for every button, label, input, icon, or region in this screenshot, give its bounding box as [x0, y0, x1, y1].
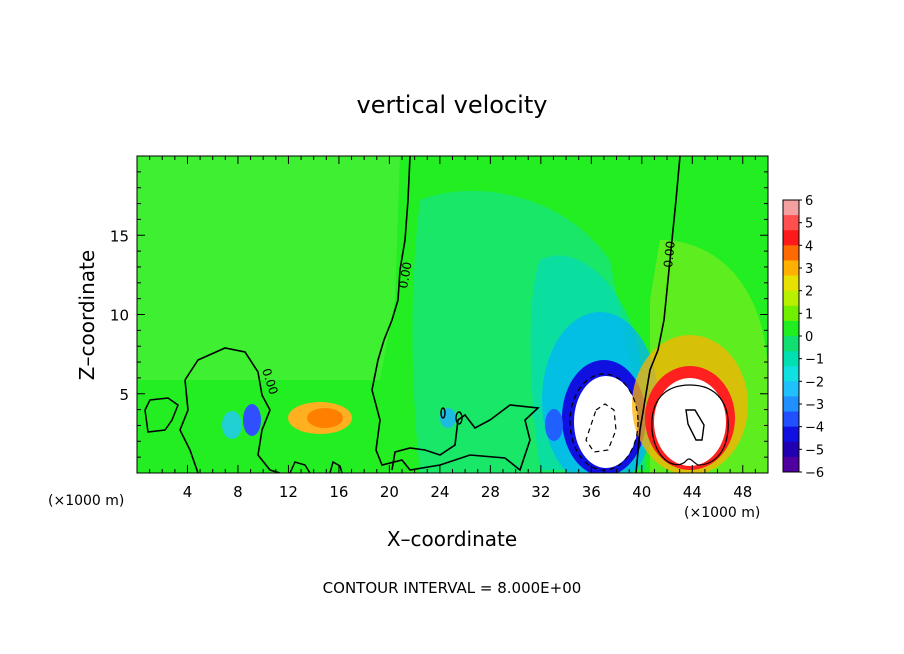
colorbar-tick-label: −5 [805, 443, 824, 458]
negative-contour-inner [585, 403, 617, 453]
colorbar-swatch [783, 245, 799, 261]
x-units-left: (×1000 m) [48, 493, 124, 509]
colorbar-tick-label: −6 [805, 466, 824, 481]
x-tick-label: 16 [329, 483, 348, 501]
colorbar-tick-label: 6 [805, 194, 813, 209]
colorbar-swatch [783, 290, 799, 307]
contour-label-east: 0.00 [661, 240, 678, 268]
zero-contour-closed-3 [329, 460, 343, 473]
zero-contour-line-east [635, 156, 681, 473]
plot-area: 0.00 0.00 0.00 [137, 156, 768, 473]
downdraft-blue-33 [545, 409, 563, 441]
colorbar-swatch [783, 381, 799, 397]
colorbar-swatch [783, 396, 799, 413]
colorbar-swatch [783, 456, 799, 473]
x-tick-label: 44 [683, 483, 702, 501]
x-tick-label: 28 [481, 483, 500, 501]
colorbar-swatch [783, 426, 799, 443]
zero-contour-edge-west [179, 379, 199, 473]
x-tick-label: 48 [733, 483, 752, 501]
colorbar-swatch [783, 336, 799, 352]
x-units-right: (×1000 m) [684, 505, 760, 521]
colorbar-tick-label: 4 [805, 239, 813, 254]
colorbar-swatch [783, 275, 799, 292]
colorbar-swatch [783, 411, 799, 428]
y-tick-label: 15 [110, 227, 129, 245]
colorbar-tick-label: 5 [805, 217, 813, 232]
positive-contour-inner [685, 409, 705, 441]
x-tick-label: 36 [582, 483, 601, 501]
colorbar-swatch [783, 200, 799, 216]
y-axis-ticks: 5 10 15 [110, 171, 768, 458]
zero-contour-closed-4 [440, 407, 446, 419]
x-tick-label: 20 [380, 483, 399, 501]
zero-contour-closed-5 [455, 411, 463, 425]
contour-label-west: 0.00 [396, 261, 414, 290]
x-tick-label: 8 [233, 483, 243, 501]
x-tick-label: 32 [531, 483, 550, 501]
colorbar-tick-label: 2 [805, 285, 813, 300]
colorbar-tick-label: −3 [805, 398, 824, 413]
positive-contour-outer [651, 384, 729, 466]
updraft-white-center [654, 378, 726, 466]
colorbar-tick-label: 1 [805, 307, 813, 322]
y-axis-label: Z–coordinate [75, 250, 99, 380]
colorbar-tick-label: 3 [805, 262, 813, 277]
x-axis-ticks: 4 8 12 16 20 24 28 32 36 40 44 48 [149, 156, 756, 501]
colorbar-swatch [783, 215, 799, 231]
zero-contour-closed-1 [144, 397, 179, 433]
downdraft-blue-9 [243, 404, 261, 436]
x-tick-label: 12 [279, 483, 298, 501]
colorbar-swatch [783, 305, 799, 322]
downdraft-cyan-7 [222, 411, 242, 439]
x-axis-label: X–coordinate [387, 527, 517, 551]
region-light-green-west [137, 156, 400, 380]
colorbar-tick-label: −2 [805, 375, 824, 390]
colorbar-swatch [783, 441, 799, 458]
updraft-orange-16-core [307, 408, 343, 428]
x-tick-label: 40 [632, 483, 651, 501]
colorbar-tick-label: −4 [805, 421, 824, 436]
colorbar [783, 200, 799, 473]
chart-title: vertical velocity [357, 91, 548, 119]
contour-interval-text: CONTOUR INTERVAL = 8.000E+00 [323, 579, 582, 597]
x-tick-label: 4 [183, 483, 193, 501]
colorbar-swatch [783, 260, 799, 277]
y-tick-label: 10 [110, 307, 129, 325]
downdraft-cyan-24 [440, 408, 456, 428]
zero-contour-closed-2 [289, 461, 311, 473]
x-tick-label: 24 [430, 483, 449, 501]
colorbar-tick-label: 0 [805, 330, 813, 345]
colorbar-swatch [783, 320, 799, 337]
zero-contour-loop-west [184, 347, 281, 473]
colorbar-swatch [783, 366, 799, 382]
colorbar-ticks: 6 5 4 3 2 1 0 −1 −2 −3 −4 −5 −6 [799, 194, 824, 481]
downdraft-white-center [574, 376, 638, 468]
colorbar-tick-label: −1 [805, 353, 824, 368]
y-tick-label: 5 [119, 386, 129, 404]
colorbar-swatch [783, 230, 799, 246]
zero-contour-line-west [371, 156, 540, 472]
colorbar-swatch [783, 351, 799, 367]
